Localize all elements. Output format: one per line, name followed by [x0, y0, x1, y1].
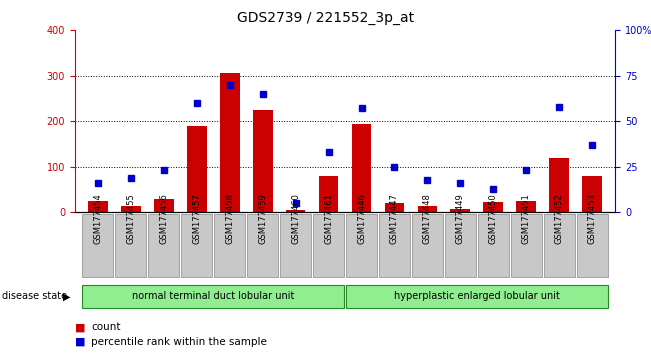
- FancyBboxPatch shape: [148, 214, 179, 276]
- Text: GSM177448: GSM177448: [423, 193, 432, 244]
- FancyBboxPatch shape: [346, 285, 607, 308]
- Text: normal terminal duct lobular unit: normal terminal duct lobular unit: [132, 291, 294, 302]
- Bar: [417, 206, 437, 212]
- Text: GSM177457: GSM177457: [192, 193, 201, 244]
- Text: GSM177455: GSM177455: [126, 193, 135, 244]
- Bar: [352, 124, 371, 212]
- FancyBboxPatch shape: [214, 214, 245, 276]
- Text: GSM177450: GSM177450: [489, 193, 498, 244]
- Bar: [88, 201, 108, 212]
- Text: GSM177452: GSM177452: [555, 193, 564, 244]
- FancyBboxPatch shape: [511, 214, 542, 276]
- Bar: [385, 203, 404, 212]
- FancyBboxPatch shape: [379, 214, 410, 276]
- FancyBboxPatch shape: [115, 214, 146, 276]
- Bar: [516, 201, 536, 212]
- FancyBboxPatch shape: [83, 285, 344, 308]
- Text: GSM177456: GSM177456: [159, 193, 169, 244]
- Text: ▶: ▶: [63, 291, 71, 302]
- Text: ■: ■: [75, 337, 85, 347]
- FancyBboxPatch shape: [313, 214, 344, 276]
- Bar: [187, 126, 206, 212]
- Bar: [154, 199, 174, 212]
- FancyBboxPatch shape: [280, 214, 311, 276]
- Bar: [286, 210, 305, 212]
- FancyBboxPatch shape: [445, 214, 476, 276]
- Text: disease state: disease state: [2, 291, 67, 302]
- FancyBboxPatch shape: [247, 214, 278, 276]
- FancyBboxPatch shape: [577, 214, 607, 276]
- FancyBboxPatch shape: [346, 214, 377, 276]
- FancyBboxPatch shape: [83, 214, 113, 276]
- Text: GSM177460: GSM177460: [291, 193, 300, 244]
- Bar: [319, 176, 339, 212]
- Text: GSM177458: GSM177458: [225, 193, 234, 244]
- Bar: [220, 73, 240, 212]
- Text: GSM177446: GSM177446: [357, 193, 366, 244]
- Text: hyperplastic enlarged lobular unit: hyperplastic enlarged lobular unit: [394, 291, 560, 302]
- Bar: [549, 158, 569, 212]
- Bar: [121, 206, 141, 212]
- Text: percentile rank within the sample: percentile rank within the sample: [91, 337, 267, 347]
- Text: GSM177454: GSM177454: [94, 193, 102, 244]
- Text: GSM177447: GSM177447: [390, 193, 399, 244]
- FancyBboxPatch shape: [478, 214, 509, 276]
- Text: GSM177459: GSM177459: [258, 193, 267, 244]
- Bar: [582, 176, 602, 212]
- FancyBboxPatch shape: [181, 214, 212, 276]
- Text: GSM177461: GSM177461: [324, 193, 333, 244]
- Bar: [253, 110, 273, 212]
- Text: count: count: [91, 322, 120, 332]
- Bar: [484, 202, 503, 212]
- Text: GSM177449: GSM177449: [456, 193, 465, 244]
- Text: GDS2739 / 221552_3p_at: GDS2739 / 221552_3p_at: [237, 11, 414, 25]
- Text: GSM177453: GSM177453: [588, 193, 596, 244]
- Text: ■: ■: [75, 322, 85, 332]
- FancyBboxPatch shape: [544, 214, 575, 276]
- Bar: [450, 209, 470, 212]
- FancyBboxPatch shape: [412, 214, 443, 276]
- Text: GSM177451: GSM177451: [521, 193, 531, 244]
